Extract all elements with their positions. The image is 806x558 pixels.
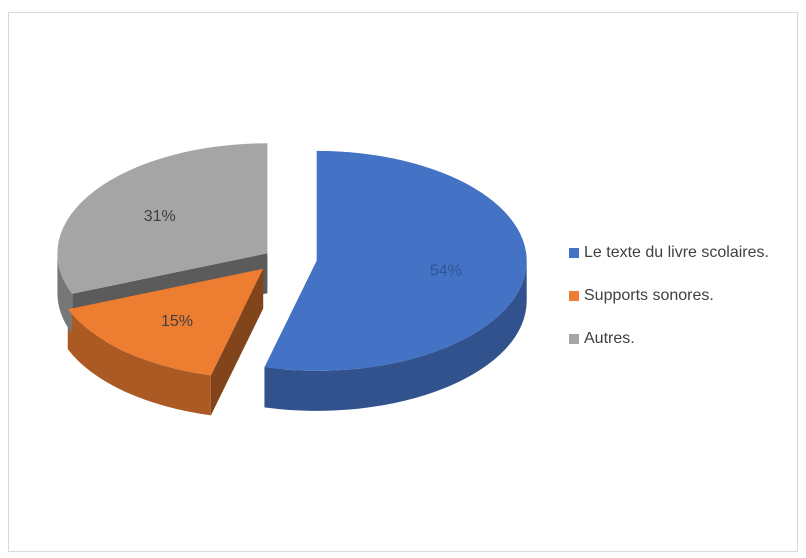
legend: Le texte du livre scolaires. Supports so… [569, 243, 769, 372]
pie-slice [57, 143, 268, 294]
pie-slice-side [57, 253, 73, 334]
pie-slice-side [210, 268, 264, 416]
pie-slice-side [264, 260, 527, 411]
legend-item: Supports sonores. [569, 286, 769, 306]
chart-area: 54% 15% 31% Le texte du livre scolaires. S… [8, 12, 798, 552]
pie-slice-side [67, 309, 211, 416]
pie-slice [67, 268, 264, 376]
legend-label: Autres. [584, 330, 635, 347]
legend-swatch [569, 248, 579, 258]
data-label: 54% [430, 262, 462, 279]
data-label: 31% [144, 208, 176, 225]
pie-slice [264, 150, 527, 371]
legend-swatch [569, 291, 579, 301]
legend-item: Autres. [569, 329, 769, 349]
legend-item: Le texte du livre scolaires. [569, 243, 769, 263]
data-label: 15% [161, 313, 193, 330]
pie-chart: 54% 15% 31% [57, 143, 527, 416]
legend-label: Supports sonores. [584, 287, 714, 304]
legend-label: Le texte du livre scolaires. [584, 244, 769, 261]
legend-swatch [569, 334, 579, 344]
